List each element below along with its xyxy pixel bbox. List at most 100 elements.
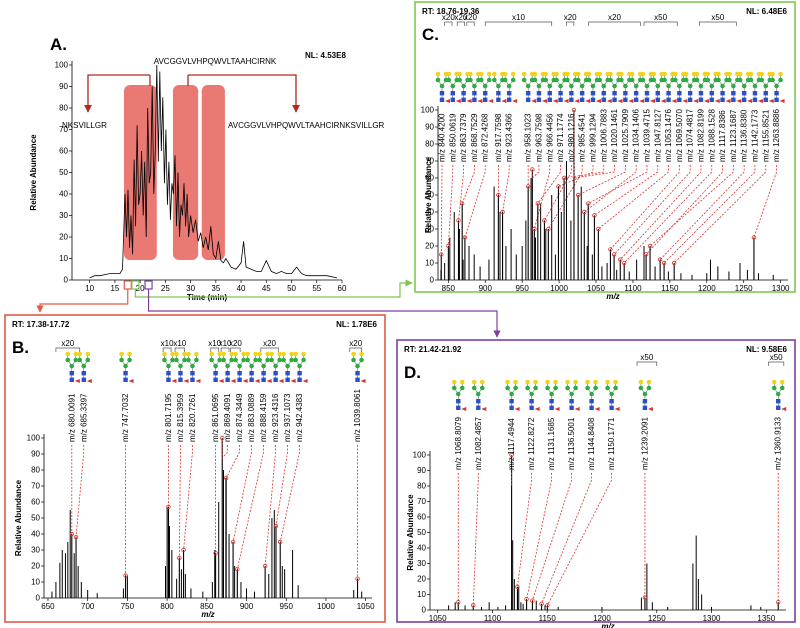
mz-label: m/z 963.7598 (534, 113, 543, 162)
mannose (748, 77, 754, 83)
mz-label: m/z 1117.8386 (718, 110, 727, 162)
peak-marker (456, 218, 461, 223)
mannose (575, 77, 581, 83)
galactose (451, 379, 457, 385)
y-tick-label: 0 (36, 594, 41, 603)
annotation-leader (645, 165, 723, 255)
galactose (478, 71, 484, 77)
glycan-icon (505, 379, 520, 411)
y-tick-label: 0 (422, 606, 427, 615)
mannose (127, 357, 132, 363)
x-tick-label: 1050 (587, 284, 605, 293)
peak-marker (657, 257, 663, 262)
fucose (779, 99, 785, 103)
peak-marker (524, 596, 529, 602)
glycan-icon (586, 71, 601, 103)
mz-label: m/z 869.4091 (223, 393, 232, 442)
mannose (673, 77, 678, 83)
x-tick-label: 1200 (593, 614, 611, 623)
fucose (757, 99, 763, 103)
mz-label: m/z 1117.4944 (507, 418, 516, 470)
y-tick-label: 60 (417, 513, 426, 522)
glcnac (509, 399, 514, 404)
zoom-bracket (349, 347, 363, 352)
mz-label: m/z 1360.9133 (774, 417, 783, 470)
glcnac (472, 97, 477, 102)
fucose (531, 99, 537, 103)
zoom-bracket (260, 347, 279, 352)
mz-label: m/z 999.1294 (588, 113, 597, 162)
mannose (683, 77, 689, 83)
y-tick-label: 70 (425, 157, 434, 166)
peak-marker (535, 201, 541, 206)
galactose (186, 351, 191, 357)
mz-label: m/z 747.7032 (121, 393, 130, 442)
mannose (455, 391, 461, 397)
peak-marker (530, 167, 535, 172)
glycan-icon (651, 71, 666, 103)
fucose (171, 379, 177, 383)
glcnac (81, 371, 87, 376)
mz-label: m/z 1074.4817 (686, 109, 695, 162)
mannose (529, 391, 534, 397)
x-tick-label: 900 (240, 602, 254, 611)
galactose (532, 71, 538, 77)
x-axis-title: m/z (201, 610, 214, 619)
x-tick-label: 1000 (317, 602, 335, 611)
fucose (290, 379, 296, 383)
annotation-leader (517, 473, 533, 587)
peak-marker (69, 531, 75, 537)
glycan-icon (770, 71, 785, 103)
nl-label: NL: 1.78E6 (336, 320, 377, 329)
glcnac (741, 91, 747, 96)
x-tick-label: 950 (280, 602, 294, 611)
galactose (593, 379, 598, 385)
mannose (532, 77, 538, 83)
zoom-label: x20 (564, 13, 577, 22)
galactose (281, 351, 286, 357)
glcnac (609, 399, 614, 404)
peak-marker (571, 107, 577, 113)
annotation-leader (613, 165, 691, 255)
y-tick-label: 60 (59, 147, 68, 156)
glycan-icon (716, 71, 731, 103)
zoom-label: x10 (173, 339, 186, 348)
galactose (502, 71, 508, 77)
zoom-label: x10 (219, 339, 232, 348)
glcnac (569, 399, 574, 404)
y-tick-label: 70 (417, 497, 426, 506)
mz-label: m/z 868.7529 (470, 113, 479, 162)
mannose (545, 385, 550, 391)
mannose (771, 385, 777, 391)
glcnac (569, 97, 574, 102)
mannose (166, 363, 171, 369)
annotation-leader (558, 165, 594, 187)
galactose (162, 351, 167, 357)
zoom-label: x20 (464, 13, 477, 22)
mannose (533, 385, 538, 391)
annotation-leader (502, 165, 510, 213)
glcnac (483, 97, 488, 102)
y-tick-label: 50 (59, 168, 68, 177)
annotation-leader (236, 445, 264, 570)
annotation-leader (598, 165, 669, 230)
galactose (471, 379, 477, 385)
fucose (278, 379, 284, 383)
mannose (505, 385, 510, 391)
glcnac (472, 91, 477, 96)
glcnac (569, 405, 574, 410)
mz-label: m/z 1047.8127 (653, 109, 662, 162)
galactose (770, 71, 775, 77)
galactose (174, 351, 179, 357)
peak-marker (509, 452, 514, 458)
mannose (589, 391, 594, 397)
y-tick-label: 70 (31, 482, 40, 491)
glcnac (261, 371, 266, 376)
arrow (188, 74, 300, 113)
mannose (644, 83, 650, 89)
x-tick-label: 700 (81, 602, 95, 611)
peak-marker (73, 535, 79, 540)
mannose (281, 357, 286, 363)
mannose (482, 83, 488, 89)
mannose (355, 363, 360, 369)
